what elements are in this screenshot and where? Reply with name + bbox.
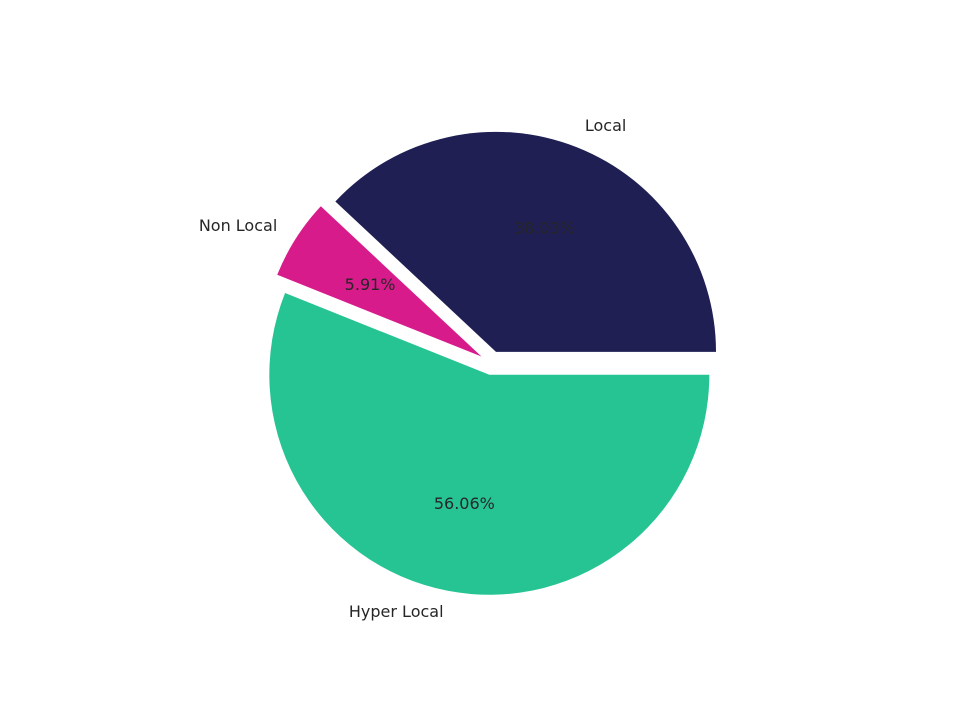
slice-label: Local <box>585 116 626 135</box>
slice-label: Hyper Local <box>349 602 444 621</box>
value-label: 38.03% <box>514 219 575 238</box>
pie-slice <box>335 131 717 352</box>
value-label: 56.06% <box>434 494 495 513</box>
pie-slice <box>269 293 710 595</box>
pie-slice <box>277 206 482 357</box>
slice-label: Non Local <box>199 216 277 235</box>
value-label: 5.91% <box>345 275 396 294</box>
